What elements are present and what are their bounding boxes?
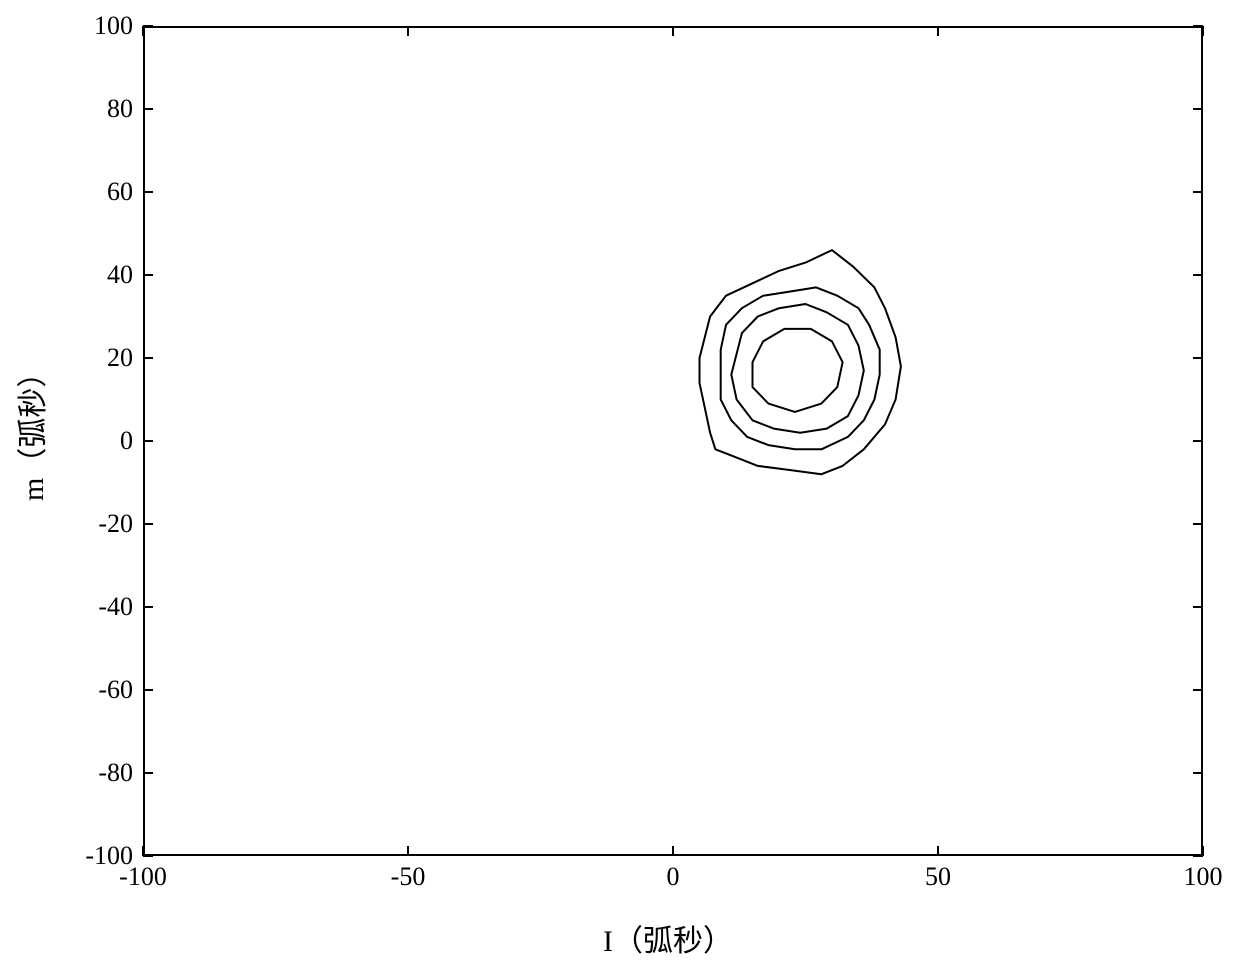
y-tick xyxy=(143,440,153,442)
y-tick xyxy=(143,855,153,857)
y-tick xyxy=(143,191,153,193)
y-tick-label: -60 xyxy=(73,675,133,705)
x-tick xyxy=(142,26,144,36)
y-tick xyxy=(143,357,153,359)
y-tick-label: -40 xyxy=(73,592,133,622)
y-tick-label: -80 xyxy=(73,758,133,788)
x-tick xyxy=(407,26,409,36)
x-tick xyxy=(937,846,939,856)
x-tick-label: 0 xyxy=(633,862,713,892)
y-tick xyxy=(143,689,153,691)
y-tick xyxy=(1193,357,1203,359)
y-tick xyxy=(1193,25,1203,27)
y-tick xyxy=(1193,689,1203,691)
y-tick-label: 100 xyxy=(73,11,133,41)
y-tick xyxy=(143,606,153,608)
y-tick xyxy=(1193,108,1203,110)
y-tick-label: -20 xyxy=(73,509,133,539)
y-axis-label: m（弧秒） xyxy=(8,358,52,501)
y-tick-label: 0 xyxy=(73,426,133,456)
y-tick xyxy=(143,772,153,774)
x-tick xyxy=(1202,26,1204,36)
x-tick-label: 100 xyxy=(1163,862,1240,892)
contour-plot-svg xyxy=(0,0,1240,973)
y-tick-label: 40 xyxy=(73,260,133,290)
y-tick-label: 80 xyxy=(73,94,133,124)
x-tick xyxy=(672,26,674,36)
x-tick-label: -50 xyxy=(368,862,448,892)
x-tick-label: 50 xyxy=(898,862,978,892)
chart-container: m（弧秒） I（弧秒） -100-50050100-100-80-60-40-2… xyxy=(0,0,1240,973)
x-axis-label: I（弧秒） xyxy=(603,916,733,960)
x-tick xyxy=(937,26,939,36)
y-tick xyxy=(143,25,153,27)
y-tick-label: -100 xyxy=(73,841,133,871)
contour-level-3 xyxy=(753,329,843,412)
y-tick xyxy=(1193,523,1203,525)
y-tick xyxy=(143,274,153,276)
x-tick xyxy=(672,846,674,856)
y-tick xyxy=(1193,191,1203,193)
y-tick xyxy=(143,108,153,110)
y-tick xyxy=(1193,440,1203,442)
y-tick xyxy=(1193,274,1203,276)
x-tick xyxy=(407,846,409,856)
y-tick xyxy=(1193,606,1203,608)
contour-level-2 xyxy=(731,304,864,433)
y-tick-label: 20 xyxy=(73,343,133,373)
y-tick xyxy=(1193,855,1203,857)
contour-level-0 xyxy=(700,250,901,474)
y-tick xyxy=(1193,772,1203,774)
y-tick xyxy=(143,523,153,525)
y-tick-label: 60 xyxy=(73,177,133,207)
contour-level-1 xyxy=(721,287,880,449)
